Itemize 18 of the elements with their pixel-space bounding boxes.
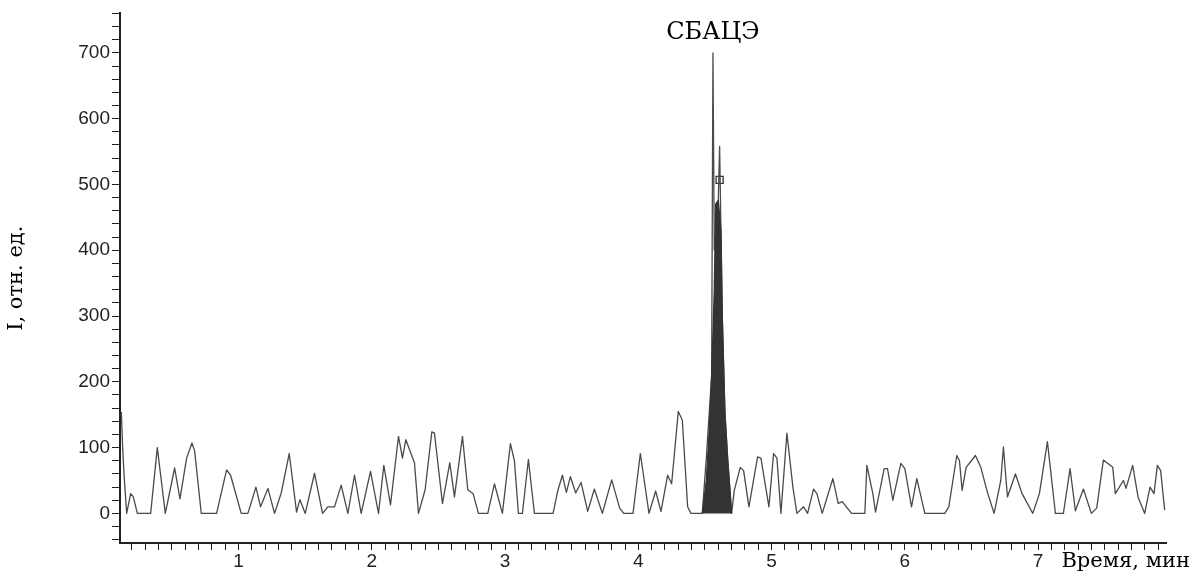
y-tick-label: 400 [78,238,110,260]
x-tick-label: 3 [499,549,511,571]
y-axis-title: I, отн. ед. [3,225,28,331]
x-tick-label: 6 [899,549,911,571]
x-tick-label: 7 [1032,549,1044,571]
x-tick-label: 4 [633,549,645,571]
x-tick-label: 5 [766,549,777,571]
x-tick-label: 2 [366,549,378,571]
y-tick-label: 100 [78,435,110,457]
y-tick-label: 200 [78,370,110,392]
x-tick-label: 1 [233,549,244,571]
y-tick-label: 600 [78,106,110,128]
y-tick-label: 700 [78,41,110,63]
y-tick-label: 500 [78,172,110,194]
y-tick-label: 0 [99,501,110,523]
x-axis-title: Время, мин [1061,547,1190,572]
annotation: СБАЦЭ [666,17,760,46]
y-tick-label: 300 [78,304,110,326]
